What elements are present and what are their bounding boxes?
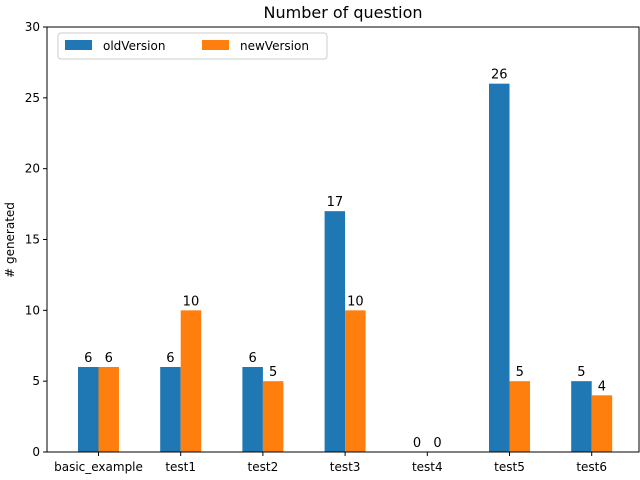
bar-value-label: 4	[598, 379, 606, 394]
bar-value-label: 0	[433, 436, 441, 451]
bar-newVersion-test3	[345, 310, 366, 452]
legend-label-newVersion: newVersion	[240, 39, 309, 53]
bar-value-label: 0	[413, 436, 421, 451]
bar-value-label: 26	[491, 68, 508, 83]
legend: oldVersion newVersion	[57, 32, 328, 60]
x-tick-label: test4	[412, 460, 443, 474]
legend-swatch-newVersion	[202, 40, 229, 50]
bar-newVersion-test5	[509, 381, 530, 452]
bar-oldVersion-test2	[242, 367, 263, 452]
x-tick-label: test2	[248, 460, 279, 474]
bar-oldVersion-test3	[324, 211, 346, 452]
bar-oldVersion-test5	[489, 83, 510, 453]
x-tick-label: basic_example	[54, 460, 143, 474]
bar-oldVersion-test6	[571, 381, 592, 452]
x-tick-label: test3	[330, 460, 361, 474]
bar-value-label: 5	[516, 365, 524, 380]
bar-newVersion-test2	[262, 381, 284, 452]
bar-newVersion-test6	[591, 395, 613, 452]
bar-value-label: 10	[183, 294, 200, 309]
bar-newVersion-test1	[180, 310, 202, 452]
y-tick-label: 25	[25, 91, 40, 105]
y-axis: 0 5 10 15 20 25 30	[25, 20, 47, 459]
y-tick-label: 20	[25, 162, 40, 176]
y-tick-label: 5	[32, 374, 40, 388]
bar-oldVersion-test1	[160, 367, 181, 452]
x-tick-label: test6	[576, 460, 607, 474]
bar-value-label: 6	[249, 351, 257, 366]
x-tick-label: test1	[165, 460, 196, 474]
bar-value-label: 6	[166, 351, 174, 366]
bar-newVersion-basic_example	[98, 367, 119, 452]
y-tick-label: 30	[25, 20, 40, 34]
x-tick-label: test5	[494, 460, 525, 474]
bar-value-label: 10	[347, 294, 364, 309]
bar-value-label: 5	[269, 365, 277, 380]
bar-value-label: 6	[84, 351, 92, 366]
bar-oldVersion-basic_example	[78, 367, 99, 452]
bar-value-label: 17	[327, 195, 344, 210]
chart-title: Number of question	[264, 3, 423, 22]
y-tick-label: 15	[25, 233, 40, 247]
bar-value-label: 6	[105, 351, 113, 366]
x-axis: basic_example test1 test2 test3 test4 test5 te…	[54, 452, 607, 474]
y-tick-label: 0	[32, 445, 40, 459]
legend-swatch-oldVersion	[65, 40, 92, 50]
bar-value-label: 5	[577, 365, 585, 380]
legend-box	[57, 32, 328, 60]
y-axis-label: # generated	[3, 202, 17, 278]
bars-group	[78, 83, 613, 453]
y-tick-label: 10	[25, 303, 40, 317]
plot-frame	[46, 26, 640, 453]
legend-label-oldVersion: oldVersion	[103, 39, 165, 53]
